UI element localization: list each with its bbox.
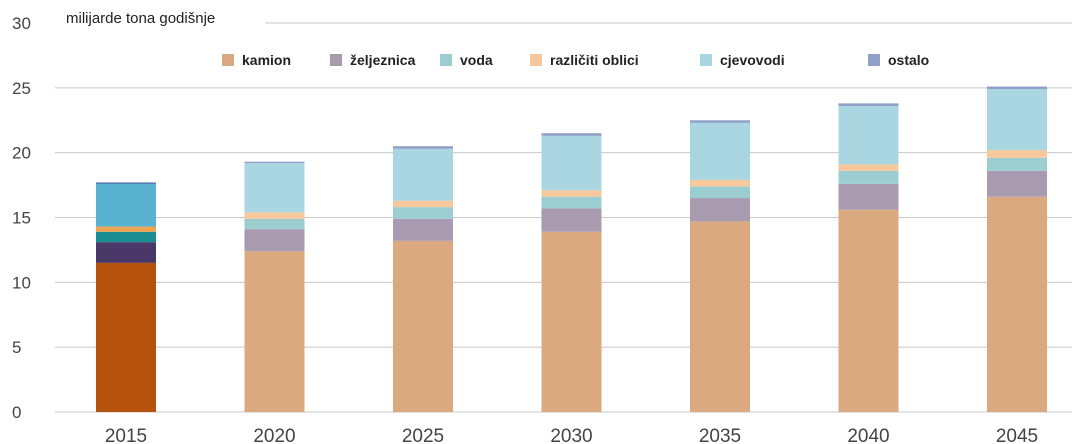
y-tick-label: 10 xyxy=(12,273,31,292)
legend-item-ostalo: ostalo xyxy=(868,52,929,68)
x-tick-label: 2045 xyxy=(996,426,1038,444)
legend-item-različiti-oblici: različiti oblici xyxy=(530,52,639,68)
legend-item-cjevovodi: cjevovodi xyxy=(700,52,785,68)
bar-2015-ostalo xyxy=(96,182,156,184)
bar-2015-voda xyxy=(96,231,156,243)
legend-item-voda: voda xyxy=(440,52,493,68)
x-tick-label: 2020 xyxy=(253,426,295,444)
bar-2030-kamion xyxy=(541,231,602,412)
legend-label: različiti oblici xyxy=(550,52,639,68)
bar-2015-željeznica xyxy=(96,242,156,263)
bar-2030-željeznica xyxy=(541,208,602,232)
bar-2040-cjevovodi xyxy=(838,105,899,165)
bar-2030-različiti-oblici xyxy=(541,190,602,197)
bar-2045-ostalo xyxy=(987,86,1047,90)
bar-2035-voda xyxy=(690,186,750,199)
bar-2040-željeznica xyxy=(838,183,899,210)
bar-2040-ostalo xyxy=(838,103,899,106)
y-axis-ticks: 0 5 10 15 20 25 30 xyxy=(12,14,31,422)
bar-2015-kamion xyxy=(96,262,156,412)
legend: kamion željeznica voda različiti oblici cjev… xyxy=(0,52,1078,72)
legend-swatch xyxy=(530,54,542,66)
y-tick-label: 5 xyxy=(12,338,21,357)
legend-item-kamion: kamion xyxy=(222,52,291,68)
bar-2035-kamion xyxy=(690,221,750,412)
unit-label: milijarde tona godišnje xyxy=(66,10,216,27)
bar-2045-željeznica xyxy=(987,170,1047,197)
bar-2030-ostalo xyxy=(541,133,602,136)
legend-label: ostalo xyxy=(888,52,930,68)
bar-2035-različiti-oblici xyxy=(690,179,750,187)
y-tick-label: 0 xyxy=(12,403,21,422)
bar-2030-cjevovodi xyxy=(541,135,602,191)
x-axis-ticks: 2015 2020 2025 2030 2035 2040 2045 xyxy=(105,426,1038,444)
bar-2040-voda xyxy=(838,170,899,184)
bar-2045-kamion xyxy=(987,196,1047,412)
bar-2020-voda xyxy=(244,218,305,230)
bar-2040-različiti-oblici xyxy=(838,164,899,171)
x-tick-label: 2025 xyxy=(402,426,444,444)
bar-2020-željeznica xyxy=(244,229,305,252)
legend-label: cjevovodi xyxy=(720,52,785,68)
bar-2020-cjevovodi xyxy=(244,163,305,213)
bar-2045-cjevovodi xyxy=(987,89,1047,151)
y-tick-label: 30 xyxy=(12,14,31,33)
x-tick-label: 2035 xyxy=(699,426,741,444)
bar-2020-kamion xyxy=(244,251,305,412)
legend-label: kamion xyxy=(242,52,292,68)
x-tick-label: 2015 xyxy=(105,426,147,444)
legend-swatch xyxy=(868,54,880,66)
legend-label: voda xyxy=(460,52,493,68)
bar-2025-voda xyxy=(393,207,453,219)
bar-2020-različiti-oblici xyxy=(244,212,305,219)
bar-2035-željeznica xyxy=(690,198,750,222)
bar-2025-cjevovodi xyxy=(393,148,453,201)
x-tick-label: 2030 xyxy=(550,426,592,444)
bar-2045-voda xyxy=(987,157,1047,171)
legend-swatch xyxy=(700,54,712,66)
bar-2035-cjevovodi xyxy=(690,122,750,180)
legend-swatch xyxy=(330,54,342,66)
y-tick-label: 20 xyxy=(12,144,31,163)
x-tick-label: 2040 xyxy=(847,426,889,444)
bar-2025-željeznica xyxy=(393,218,453,241)
bar-2015-različiti-oblici xyxy=(96,226,156,232)
bars xyxy=(96,86,1047,412)
y-tick-label: 25 xyxy=(12,79,31,98)
y-tick-label: 15 xyxy=(12,209,31,228)
bar-2040-kamion xyxy=(838,209,899,412)
legend-label: željeznica xyxy=(350,52,416,68)
bar-2045-različiti-oblici xyxy=(987,150,1047,158)
bar-2025-ostalo xyxy=(393,146,453,149)
bar-2030-voda xyxy=(541,196,602,209)
legend-swatch xyxy=(222,54,234,66)
legend-item-željeznica: željeznica xyxy=(330,52,415,68)
bar-2020-ostalo xyxy=(244,161,305,164)
legend-swatch xyxy=(440,54,452,66)
bar-2025-različiti-oblici xyxy=(393,200,453,208)
bar-2025-kamion xyxy=(393,240,453,412)
bar-2015-cjevovodi xyxy=(96,183,156,227)
bar-2035-ostalo xyxy=(690,120,750,123)
